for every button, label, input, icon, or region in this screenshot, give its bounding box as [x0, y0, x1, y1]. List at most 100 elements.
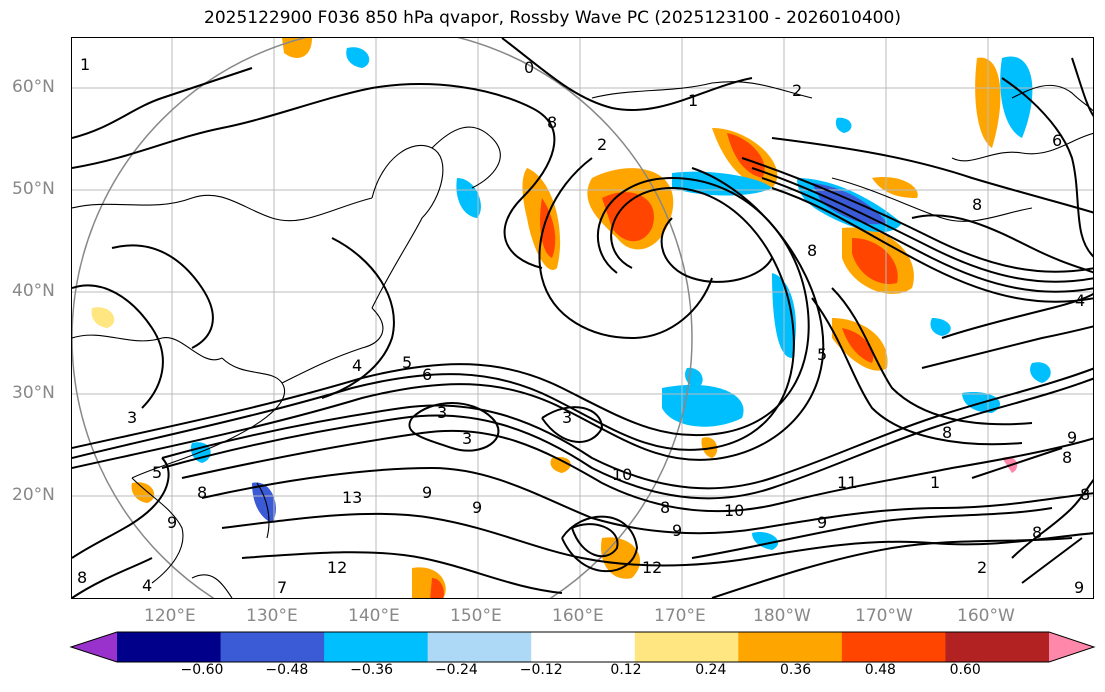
colorbar-tick-label: −0.24 — [434, 662, 478, 678]
positive-anomaly — [430, 578, 444, 598]
colorbar-cell — [841, 632, 946, 662]
colorbar-tick-label: −0.12 — [519, 662, 563, 678]
contour-label: 8 — [807, 241, 817, 260]
contour-label: 8 — [77, 568, 87, 587]
shading-layer — [91, 38, 1051, 598]
contour-label: 8 — [547, 113, 557, 132]
contour-label: 9 — [672, 521, 682, 540]
contour-label: 2 — [977, 558, 987, 577]
colorbar-outline — [69, 631, 1096, 663]
lat-label: 20°N — [12, 485, 55, 505]
positive-anomaly — [282, 38, 312, 58]
colorbar-cell — [117, 632, 222, 662]
colorbar-tick-label: −0.48 — [265, 662, 309, 678]
contour-label: 5 — [152, 463, 162, 482]
lon-label: 130°E — [246, 606, 298, 626]
contour-label: 2 — [597, 135, 607, 154]
contour-label: 8 — [1062, 448, 1072, 467]
contour-label: 9 — [817, 513, 827, 532]
colorbar-extend-low — [71, 632, 117, 662]
positive-anomaly — [91, 307, 115, 328]
lat-label: 60°N — [12, 77, 55, 97]
contour-label: 5 — [402, 353, 412, 372]
lon-label: 170°E — [654, 606, 706, 626]
graticule — [72, 38, 1093, 598]
contour-label: 12 — [642, 558, 662, 577]
colorbar-tick-label: 0.36 — [780, 662, 812, 678]
lon-label: 160°E — [552, 606, 604, 626]
contour-label: 12 — [327, 558, 347, 577]
positive-anomaly — [872, 177, 918, 198]
colorbar-tick-label: 0.60 — [949, 662, 981, 678]
negative-anomaly — [1030, 362, 1051, 383]
positive-anomaly — [842, 328, 874, 363]
contour-label: 9 — [472, 498, 482, 517]
colorbar-tick-label: 0.12 — [610, 662, 642, 678]
lon-label: 170°W — [855, 606, 913, 626]
contour-label: 8 — [942, 423, 952, 442]
colorbar-cell — [427, 632, 532, 662]
contour-label: 2 — [792, 81, 802, 100]
colorbar — [69, 631, 1096, 663]
contour-label-layer: 1 0 2 8 6 1 2 8 5 6 4 5 3 3 3 3 9 10 11 … — [77, 55, 1090, 597]
contour-label: 10 — [612, 465, 632, 484]
contour-label: 8 — [1080, 485, 1090, 504]
colorbar-extend-high — [1049, 632, 1094, 662]
contour-label: 0 — [524, 58, 534, 77]
negative-anomaly — [812, 183, 887, 225]
colorbar-tick-label: 0.24 — [695, 662, 727, 678]
colorbar-tick-label: 0.48 — [864, 662, 896, 678]
lon-label: 140°E — [348, 606, 400, 626]
map-canvas: 1 0 2 8 6 1 2 8 5 6 4 5 3 3 3 3 9 10 11 … — [72, 38, 1093, 598]
positive-anomaly — [131, 482, 155, 503]
negative-anomaly — [835, 117, 852, 133]
colorbar-tick-label: −0.60 — [180, 662, 224, 678]
contour-label: 10 — [724, 501, 744, 520]
lat-label: 40°N — [12, 281, 55, 301]
lon-label: 160°W — [957, 606, 1015, 626]
contour-label: 5 — [817, 345, 827, 364]
negative-anomaly — [752, 531, 779, 550]
positive-anomaly — [540, 198, 556, 258]
lon-label: 150°E — [450, 606, 502, 626]
lat-label: 30°N — [12, 383, 55, 403]
colorbar-cell — [945, 632, 1050, 662]
negative-anomaly — [252, 482, 276, 523]
colorbar-cell — [634, 632, 739, 662]
contour-label: 3 — [462, 429, 472, 448]
negative-anomaly — [930, 318, 951, 336]
contour-label: 9 — [1067, 428, 1077, 447]
map-panel: 1 0 2 8 6 1 2 8 5 6 4 5 3 3 3 3 9 10 11 … — [71, 37, 1094, 599]
contour-lines — [72, 38, 1093, 598]
contour-label: 3 — [562, 408, 572, 427]
contour-label: 9 — [1074, 578, 1084, 597]
contour-label: 1 — [688, 91, 698, 110]
contour-label: 9 — [167, 513, 177, 532]
lon-label: 180°W — [753, 606, 811, 626]
positive-anomaly — [727, 133, 765, 178]
lon-label: 120°E — [144, 606, 196, 626]
contour-label: 3 — [437, 403, 447, 422]
contour-label: 4 — [142, 576, 152, 595]
negative-anomaly — [456, 178, 481, 218]
positive-anomaly — [550, 456, 571, 473]
colorbar-cell — [324, 632, 429, 662]
negative-anomaly — [1000, 56, 1033, 138]
contour-label: 8 — [972, 195, 982, 214]
colorbar-cell — [531, 632, 636, 662]
contour-label: 1 — [930, 473, 940, 492]
reference-circle — [72, 38, 693, 598]
contour-label: 4 — [352, 356, 362, 375]
contour-label: 1 — [80, 55, 90, 74]
positive-anomaly — [602, 192, 654, 242]
contour-label: 8 — [660, 498, 670, 517]
colorbar-cell — [738, 632, 843, 662]
contour-label: 13 — [342, 488, 362, 507]
colorbar-cell — [220, 632, 325, 662]
contour-label: 6 — [422, 365, 432, 384]
contour-label: 4 — [1075, 291, 1085, 310]
negative-anomaly — [346, 47, 370, 68]
lat-label: 50°N — [12, 179, 55, 199]
contour-label: 6 — [1052, 131, 1062, 150]
contour-label: 7 — [277, 578, 287, 597]
